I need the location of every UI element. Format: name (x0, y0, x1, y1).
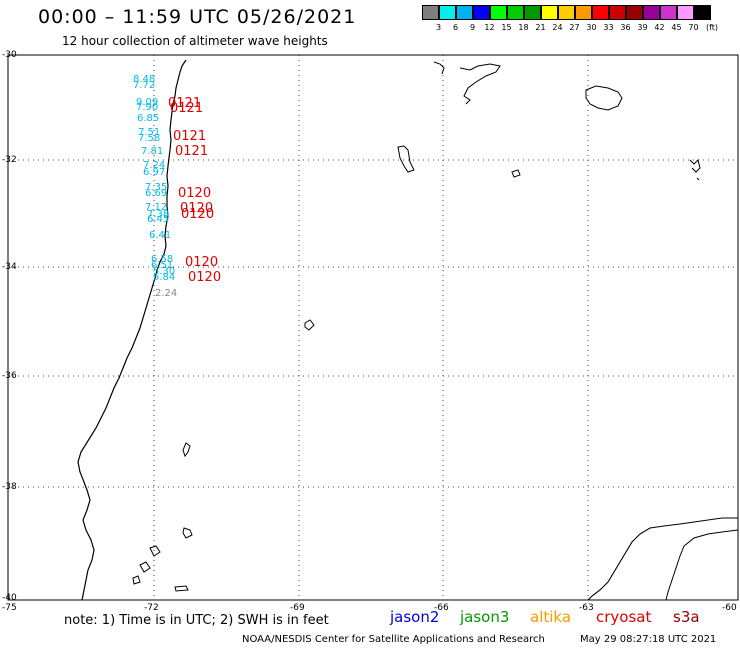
legend-tick: 15 (501, 23, 512, 32)
wave-height-label: 7.38 (147, 209, 170, 220)
legend-swatch (694, 5, 711, 20)
lat-label: -32 (2, 155, 17, 165)
legend-swatch (660, 5, 677, 20)
wave-height-label: 7.51 (138, 127, 161, 138)
lon-label: -63 (579, 603, 594, 613)
legend-tick: 27 (569, 23, 580, 32)
credit-line: NOAA/NESDIS Center for Satellite Applica… (242, 634, 545, 645)
legend-jason3: jason3 (460, 608, 510, 626)
legend-swatch (541, 5, 558, 20)
wave-height-label: 7.81 (141, 146, 164, 157)
pass-time-label: 0121 (168, 96, 202, 111)
pass-time-label: 0120 (178, 186, 212, 201)
wave-height-label: 6.41 (149, 230, 172, 241)
wave-height-label: 6.69 (145, 188, 168, 199)
islands (132, 85, 623, 592)
map-frame (7, 54, 739, 601)
lat-label: -30 (2, 50, 17, 60)
legend-swatch (677, 5, 694, 20)
legend-cryosat: cryosat (596, 608, 652, 626)
legend-swatch (609, 5, 626, 20)
east-coastline (433, 61, 701, 181)
legend-tick: 24 (552, 23, 563, 32)
lat-label: -36 (2, 371, 17, 381)
wave-height-label: 6.45 (147, 214, 170, 225)
wave-height-label: 7.24 (143, 160, 166, 171)
pass-time-label: 0121 (170, 101, 204, 116)
legend-swatch (456, 5, 473, 20)
footnote: note: 1) Time is in UTC; 2) SWH is in fe… (64, 613, 329, 628)
legend-tick: 42 (654, 23, 665, 32)
wave-height-label: 5.84 (153, 272, 176, 283)
legend-tick: 33 (603, 23, 614, 32)
pass-time-label: 0120 (185, 255, 219, 270)
wave-height-label: 9.09 (136, 97, 159, 108)
legend-jason2: jason2 (390, 608, 440, 626)
patagonia-coast-inner (665, 529, 739, 601)
wave-height-label: 7.12 (145, 202, 168, 213)
legend-tick: 6 (452, 23, 459, 32)
lon-label: -75 (2, 603, 17, 613)
legend-swatch (473, 5, 490, 20)
wave-height-label: 7.58 (138, 133, 161, 144)
lon-label: -66 (434, 603, 449, 613)
legend-unit: (ft) (706, 23, 719, 32)
wave-height-label: 5.30 (153, 266, 176, 277)
legend-swatch (575, 5, 592, 20)
legend-tick: 18 (518, 23, 529, 32)
wave-height-label: 2.24 (155, 288, 178, 299)
wave-height-label: 6.97 (143, 167, 166, 178)
legend-swatch (439, 5, 456, 20)
page-title: 00:00 – 11:59 UTC 05/26/2021 (38, 6, 357, 28)
pass-time-label: 0120 (181, 207, 215, 222)
pass-time-label: 0120 (188, 270, 222, 285)
legend-swatch (592, 5, 609, 20)
legend-tick: 21 (535, 23, 546, 32)
wave-height-label: 6.85 (137, 113, 160, 124)
pass-time-label: 0120 (180, 201, 214, 216)
wave-height-label: 7.72 (133, 80, 156, 91)
patagonia-coast (587, 517, 738, 601)
wave-height-label: 7.90 (136, 102, 159, 113)
legend-tick: 70 (688, 23, 699, 32)
legend-tick: 12 (484, 23, 495, 32)
lat-label: -34 (2, 262, 17, 272)
pass-time-label: 0121 (175, 144, 209, 159)
lat-label: -38 (2, 482, 17, 492)
legend-tick: 3 (435, 23, 442, 32)
wave-height-label: 8.48 (133, 74, 156, 85)
lon-label: -60 (722, 603, 737, 613)
wave-height-label: 7.35 (145, 182, 168, 193)
legend-tick: 36 (620, 23, 631, 32)
legend-s3a: s3a (673, 608, 700, 626)
lat-label: -40 (2, 593, 17, 603)
lon-label: -69 (290, 603, 305, 613)
grid-lines (8, 55, 738, 600)
legend-tick: 39 (637, 23, 648, 32)
coastline (77, 59, 187, 601)
legend-swatch (524, 5, 541, 20)
legend-tick: 30 (586, 23, 597, 32)
legend-swatch (507, 5, 524, 20)
legend-swatch (626, 5, 643, 20)
legend-swatch (490, 5, 507, 20)
pass-time-label: 0121 (173, 129, 207, 144)
legend-tick: 9 (469, 23, 476, 32)
wave-height-label: 6.51 (151, 260, 174, 271)
legend-altika: altika (530, 608, 572, 626)
lon-label: -72 (144, 603, 159, 613)
legend-swatch (422, 5, 439, 20)
legend-swatch (558, 5, 575, 20)
legend-tick: 45 (671, 23, 682, 32)
generated-timestamp: May 29 08:27:18 UTC 2021 (580, 634, 717, 645)
wave-height-label: 6.58 (151, 254, 174, 265)
legend-swatch (643, 5, 660, 20)
page-subtitle: 12 hour collection of altimeter wave hei… (62, 34, 328, 48)
